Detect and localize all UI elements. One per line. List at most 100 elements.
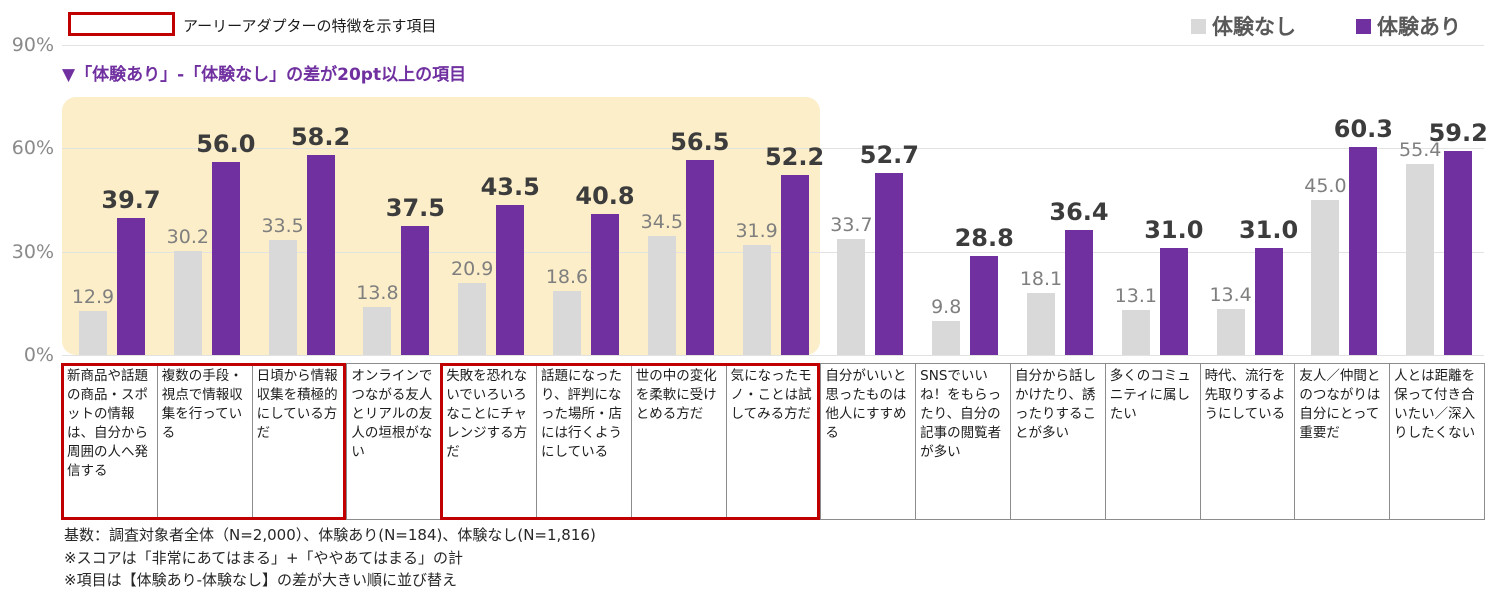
value-label-taiken-ari: 31.0: [1144, 216, 1204, 245]
legend-label-taiken-ari: 体験あり: [1377, 15, 1461, 39]
value-label-taiken-ari: 36.4: [1049, 197, 1109, 226]
bar-group: 45.0 60.3: [1294, 45, 1393, 355]
y-axis-tick-30: 30%: [11, 240, 54, 263]
bar-taiken-nashi: [647, 236, 676, 355]
value-label-taiken-nashi: 31.9: [735, 220, 778, 243]
bar-taiken-nashi: [1121, 309, 1150, 355]
value-label-taiken-ari: 56.5: [670, 128, 730, 157]
bar-taiken-ari: [1254, 248, 1283, 355]
early-adopter-key-label: アーリーアダプターの特徴を示す項目: [183, 17, 437, 35]
value-label-taiken-nashi: 18.6: [545, 265, 589, 288]
legend-label-taiken-nashi: 体験なし: [1212, 15, 1296, 39]
bar-taiken-nashi: [932, 321, 961, 355]
footnote-base-counts: 基数：調査対象者全体（N=2,000）、体験あり(N=184)、体験なし(N=1…: [64, 526, 596, 544]
bar-taiken-ari: [970, 255, 999, 355]
bar-taiken-nashi: [1406, 164, 1435, 355]
bar-taiken-nashi: [1216, 308, 1245, 355]
category-label: 多くのコミュニティに属したい: [1104, 363, 1201, 520]
category-label: 人とは距離を保って付き合いたい／深入りしたくない: [1389, 363, 1485, 520]
bar-taiken-ari: [401, 225, 430, 355]
bar-group: 30.2 56.0: [157, 45, 256, 355]
bar-group: 13.8 37.5: [346, 45, 445, 355]
value-label-taiken-nashi: 13.8: [356, 282, 399, 305]
value-label-taiken-nashi: 13.1: [1114, 284, 1157, 307]
value-label-taiken-ari: 52.7: [859, 141, 919, 170]
y-axis-tick-60: 60%: [11, 137, 54, 160]
category-label: オンラインでつながる友人とリアルの友人の垣根がない: [346, 363, 443, 520]
value-label-taiken-nashi: 33.5: [261, 214, 304, 237]
category-label: 時代、流行を先取りするようにしている: [1199, 363, 1296, 520]
gridline-30: [62, 251, 1484, 253]
category-label: 日頃から情報収集を積極的にしている方だ: [251, 363, 348, 520]
bar-taiken-ari: [117, 218, 145, 355]
value-label-taiken-ari: 43.5: [480, 173, 540, 202]
bar-taiken-ari: [780, 175, 809, 355]
bar-taiken-ari: [591, 214, 619, 355]
bar-taiken-ari: [685, 160, 714, 355]
value-label-taiken-nashi: 18.1: [1019, 267, 1063, 290]
bar-taiken-nashi: [458, 283, 487, 355]
bar-taiken-ari: [211, 162, 240, 355]
gridline-90: [62, 45, 1484, 46]
value-label-taiken-ari: 39.7: [101, 186, 161, 215]
y-axis-tick-0: 0%: [23, 344, 54, 366]
bar-taiken-nashi: [1027, 292, 1055, 355]
legend-item-taiken-ari: 体験あり: [1356, 11, 1461, 41]
legend-item-taiken-nashi: 体験なし: [1191, 11, 1296, 41]
footnote-sort-order: ※項目は【体験あり-体験なし】の差が大きい順に並び替え: [64, 571, 457, 589]
bar-group: 12.9 39.7: [62, 45, 161, 355]
value-label-taiken-ari: 40.8: [575, 182, 635, 211]
category-label: 失敗を恐れないでいろいろなことにチャレンジする方だ: [441, 363, 537, 520]
bar-taiken-nashi: [363, 307, 392, 355]
bar-taiken-nashi: [1311, 200, 1340, 355]
highlight-band-caption: ▼「体験あり」-「体験なし」の差が20pt以上の項目: [62, 65, 467, 85]
bar-taiken-nashi: [79, 310, 107, 355]
bar-taiken-ari: [1065, 229, 1093, 355]
bar-taiken-nashi: [837, 238, 866, 355]
value-label-taiken-nashi: 45.0: [1304, 175, 1347, 197]
category-label-row: 新商品や話題の商品・スポットの情報は、自分から周囲の人へ発信する 複数の手段・視点…: [61, 363, 1485, 520]
bar-taiken-ari: [1159, 248, 1188, 355]
bar-group: 31.9 52.2: [726, 45, 824, 355]
bar-group: 33.7 52.7: [820, 45, 919, 355]
legend: 体験なし 体験あり: [1191, 11, 1461, 41]
bar-taiken-ari: [496, 205, 525, 355]
early-adopter-key-box: [68, 12, 175, 36]
category-label: 世の中の変化を柔軟に受けとめる方だ: [630, 363, 727, 520]
bar-group: 20.9 43.5: [441, 45, 540, 355]
legend-swatch-purple-icon: [1356, 18, 1371, 34]
value-label-taiken-ari: 31.0: [1238, 216, 1299, 245]
category-label: 自分から話しかけたり、誘ったりすることが多い: [1009, 363, 1106, 520]
value-label-taiken-ari: 28.8: [954, 223, 1014, 252]
value-label-taiken-ari: 56.0: [196, 130, 256, 159]
bar-taiken-ari: [1349, 147, 1378, 355]
chart-plot-area: 90% 60% 30% 0% 12.9 39.7 30.2 56.0 33.5 58.2 13.8 3…: [12, 34, 1488, 366]
bar-group: 33.5 58.2: [252, 45, 351, 355]
bar-group: 13.4 31.0: [1200, 45, 1299, 355]
footnote-score-definition: ※スコアは「非常にあてはまる」+「ややあてはまる」の計: [64, 548, 463, 567]
value-label-taiken-nashi: 30.2: [166, 225, 209, 248]
category-label: 話題になったり、評判になった場所・店には行くようにしている: [535, 363, 632, 520]
y-axis-tick-90: 90%: [11, 34, 54, 56]
value-label-taiken-nashi: 34.5: [640, 211, 683, 234]
bar-taiken-nashi: [742, 245, 771, 355]
gridline-0: [62, 355, 1484, 356]
category-label: 複数の手段・視点で情報収集を行っている: [156, 363, 253, 520]
category-label: 自分がいいと思ったものは他人にすすめる: [820, 363, 917, 520]
bar-group: 34.5 56.5: [631, 45, 730, 355]
value-label-taiken-nashi: 13.4: [1209, 283, 1252, 306]
value-label-taiken-ari: 58.2: [290, 122, 351, 151]
bar-taiken-nashi: [268, 239, 297, 355]
value-label-taiken-ari: 37.5: [385, 193, 445, 222]
bar-group: 13.1 31.0: [1105, 45, 1204, 355]
value-label-taiken-ari: 60.3: [1333, 115, 1393, 144]
category-label: 友人／仲間とのつながりは自分にとって重要だ: [1294, 363, 1391, 520]
bar-group: 18.1 36.4: [1010, 45, 1109, 355]
legend-swatch-gray-icon: [1191, 18, 1206, 34]
bar-taiken-nashi: [553, 290, 581, 355]
value-label-taiken-nashi: 20.9: [451, 258, 494, 281]
bar-taiken-nashi: [173, 250, 202, 355]
value-label-taiken-nashi: 12.9: [71, 285, 115, 308]
footnotes: 基数：調査対象者全体（N=2,000）、体験あり(N=184)、体験なし(N=1…: [64, 524, 596, 592]
